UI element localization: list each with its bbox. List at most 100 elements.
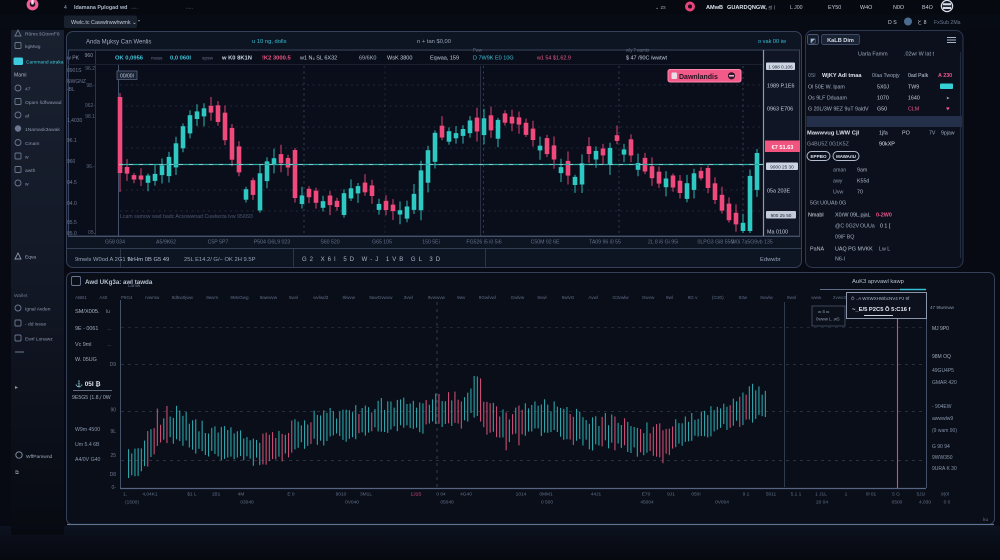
svg-text:wvlwd3: wvlwd3 <box>313 295 329 300</box>
svg-text:98.1: 98.1 <box>85 114 95 120</box>
svg-text:G58 034: G58 034 <box>105 240 125 246</box>
svg-text:1J1S: 1J1S <box>411 492 422 498</box>
svg-text:0ad Palk: 0ad Palk <box>908 73 929 79</box>
svg-text:C5P 5P7: C5P 5P7 <box>208 240 229 246</box>
svg-text:lu: lu <box>106 309 110 315</box>
svg-text:- dd issue: - dd issue <box>25 322 46 328</box>
svg-text:▸: ▸ <box>15 385 18 391</box>
svg-text:G 20L/3W 9EZ 9uT 9aldV: G 20L/3W 9EZ 9uT 9aldV <box>808 107 869 113</box>
svg-text:0963 E706: 0963 E706 <box>767 107 793 113</box>
svg-text:.02wr W lat t: .02wr W lat t <box>904 52 934 58</box>
svg-text:W0i 7a5G9vb 135: W0i 7a5G9vb 135 <box>731 240 773 246</box>
svg-text:05a 203E: 05a 203E <box>767 189 790 195</box>
svg-text:44J1: 44J1 <box>591 492 602 498</box>
svg-text:Nmabl: Nmabl <box>808 213 824 219</box>
svg-text:98.-: 98.- <box>86 83 95 89</box>
svg-text:AuK3 apvvawl kawp: AuK3 apvvawl kawp <box>852 279 904 285</box>
svg-text:9lwvw: 9lwvw <box>343 295 356 300</box>
svg-text:G65 105: G65 105 <box>372 240 392 246</box>
svg-text:1Namask3awak: 1Namask3awak <box>25 127 60 133</box>
svg-text:FxSub 2Ma: FxSub 2Ma <box>934 20 961 26</box>
svg-text:Dawnlandis: Dawnlandis <box>679 74 718 81</box>
svg-text:05.0: 05.0 <box>67 231 77 237</box>
svg-text:W9m 4500: W9m 4500 <box>75 427 100 433</box>
svg-text:OK 0,0956: OK 0,0956 <box>115 56 144 62</box>
svg-text:aman: aman <box>833 168 846 174</box>
svg-text:0V004: 0V004 <box>715 500 729 506</box>
svg-text:Rûms šGtnmf°8: Rûms šGtnmf°8 <box>25 32 60 38</box>
svg-text:69/6K0: 69/6K0 <box>359 56 376 62</box>
svg-text:MAWArIU: MAWArIU <box>836 154 856 159</box>
svg-text:00/00I: 00/00I <box>120 74 134 80</box>
svg-text:1 J1L: 1 J1L <box>815 492 827 498</box>
svg-text:Opam šdfwawad: Opam šdfwawad <box>25 100 62 106</box>
svg-text:1,: 1, <box>123 492 127 498</box>
svg-text:5.1 1: 5.1 1 <box>791 492 802 498</box>
svg-text:awy: awy <box>833 179 843 185</box>
svg-text:0MM1: 0MM1 <box>539 492 553 498</box>
svg-text:0-: 0- <box>112 485 117 491</box>
svg-text:E70: E70 <box>642 492 651 498</box>
svg-text:05.: 05. <box>88 230 95 236</box>
svg-text:9am: 9am <box>857 168 868 174</box>
svg-text:A40: A40 <box>99 295 108 300</box>
svg-text:1989 P.1E6: 1989 P.1E6 <box>767 84 794 90</box>
svg-text:9wvl: 9wvl <box>787 295 796 300</box>
svg-text:9(0l: 9(0l <box>941 492 949 498</box>
svg-text:A5/9K62: A5/9K62 <box>156 240 176 246</box>
svg-text:9WW350: 9WW350 <box>932 455 953 461</box>
svg-text:G2 X6I 5D W-J 1VB GL 3D: G2 X6I 5D W-J 1VB GL 3D <box>302 257 443 263</box>
svg-text:9L: 9L <box>110 429 116 435</box>
svg-text:⧉: ⧉ <box>15 470 19 476</box>
svg-text:rvwmw: rvwmw <box>145 295 160 300</box>
svg-text:xpsw: xpsw <box>202 57 213 62</box>
svg-text:0-2W0: 0-2W0 <box>876 213 892 219</box>
svg-text:ku: ku <box>983 517 988 522</box>
svg-text:900 25 50: 900 25 50 <box>771 213 792 218</box>
svg-text:Ewrl Lonawz: Ewrl Lonawz <box>25 337 53 343</box>
svg-text:3vwl: 3vwl <box>404 295 413 300</box>
svg-text:SM/X005.: SM/X005. <box>75 309 100 315</box>
svg-text:Uvw: Uvw <box>833 190 843 196</box>
svg-text:@C 0G2V: @C 0G2V <box>835 224 860 230</box>
svg-text:9 1: 9 1 <box>743 492 750 498</box>
svg-text:o vak 00 iw: o vak 00 iw <box>758 39 787 45</box>
svg-text:awwwlw9: awwwlw9 <box>932 416 953 422</box>
svg-text:NWGNZ: NWGNZ <box>67 79 86 85</box>
svg-text:K55d: K55d <box>857 179 869 185</box>
svg-text:!K2 3000.5: !K2 3000.5 <box>262 56 291 62</box>
svg-text:5Gt U0UAb 0G: 5Gt U0UAb 0G <box>810 201 846 207</box>
svg-text:93w: 93w <box>739 295 748 300</box>
svg-text:www: www <box>811 295 822 300</box>
svg-text:UAQ PG MVKK: UAQ PG MVKK <box>835 247 873 253</box>
svg-text:9URA K 30: 9URA K 30 <box>932 466 957 472</box>
svg-text:D8: D8 <box>110 472 117 478</box>
svg-text:0V040: 0V040 <box>345 500 359 506</box>
svg-text:70: 70 <box>857 190 863 196</box>
svg-text:Lw L: Lw L <box>879 247 890 253</box>
svg-text:Um 5.4 6B: Um 5.4 6B <box>75 442 100 448</box>
svg-text:W4O: W4O <box>860 5 872 11</box>
svg-text:0 0: 0 0 <box>944 500 951 506</box>
svg-text:GUARDQNGW,: GUARDQNGW, <box>727 5 767 11</box>
svg-text:N6-I: N6-I <box>835 257 845 263</box>
svg-text:05040: 05040 <box>440 500 454 506</box>
svg-text:25L E14.2/ G/− OK 2H 9.5P: 25L E14.2/ G/− OK 2H 9.5P <box>184 257 256 263</box>
svg-text:2vwv3: 2vwv3 <box>833 295 846 300</box>
svg-text:P9G4: P9G4 <box>121 295 133 300</box>
svg-text:1640: 1640 <box>908 96 920 102</box>
svg-text:9vwlw: 9vwlw <box>760 295 773 300</box>
svg-text:90kXP: 90kXP <box>879 142 895 148</box>
svg-text:NrHm 0B G5 49: NrHm 0B G5 49 <box>128 257 169 263</box>
svg-text:(9 wam 90): (9 wam 90) <box>932 428 957 434</box>
svg-text:A 230: A 230 <box>938 73 952 79</box>
svg-text:C50M 92 6E: C50M 92 6E <box>531 240 560 246</box>
svg-text:Cammand atraka: Cammand atraka <box>26 60 64 66</box>
svg-text:1070: 1070 <box>877 96 889 102</box>
svg-text:5J1I: 5J1I <box>916 492 925 498</box>
svg-text:09lF BQ: 09lF BQ <box>835 235 854 241</box>
svg-text:n + tan $0,00: n + tan $0,00 <box>417 39 451 45</box>
svg-text:9E5G5 (1.8,/ 0W: 9E5G5 (1.8,/ 0W <box>72 395 111 401</box>
svg-text:X0rW 09L.pjaL: X0rW 09L.pjaL <box>835 213 871 219</box>
svg-text:1: 1 <box>845 492 848 498</box>
